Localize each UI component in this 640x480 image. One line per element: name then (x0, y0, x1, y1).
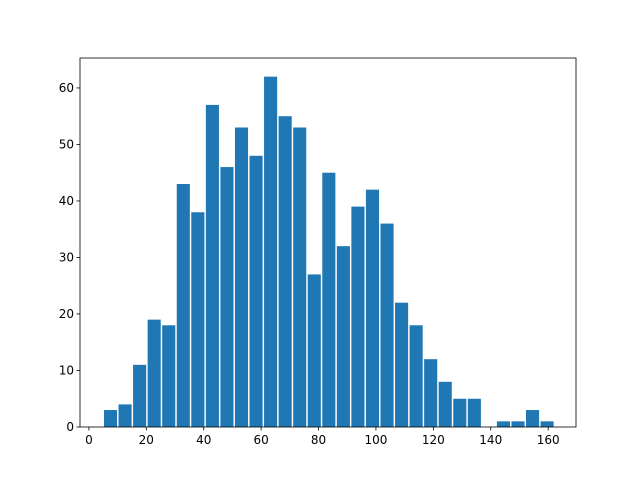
x-tick-label: 100 (364, 433, 387, 447)
y-tick-label: 50 (59, 137, 74, 151)
bar (162, 325, 176, 427)
y-tick-label: 60 (59, 81, 74, 95)
bar (220, 167, 234, 427)
axes-frame (79, 57, 577, 428)
bar (147, 319, 161, 427)
bar (293, 127, 307, 427)
bar (380, 223, 394, 427)
bar (424, 359, 438, 427)
bar (322, 172, 336, 427)
bar (365, 189, 380, 427)
y-tick-label: 30 (59, 250, 74, 264)
x-tick-label: 0 (85, 433, 93, 447)
bar (526, 410, 540, 427)
bar (467, 398, 481, 427)
bar (453, 398, 467, 427)
bar (205, 104, 219, 428)
bar (264, 76, 278, 428)
x-tick-label: 140 (479, 433, 502, 447)
bar (496, 421, 511, 427)
bar (103, 410, 118, 427)
bar (176, 184, 190, 427)
x-tick-label: 120 (422, 433, 445, 447)
bar (395, 302, 409, 427)
y-tick-label: 20 (59, 307, 74, 321)
bar (249, 155, 263, 427)
x-tick-label: 40 (196, 433, 211, 447)
x-tick-label: 20 (139, 433, 154, 447)
y-tick-label: 0 (66, 420, 74, 434)
bar (234, 127, 249, 427)
y-tick-label: 40 (59, 194, 74, 208)
bar (278, 116, 292, 427)
bar (336, 246, 350, 427)
bar (118, 404, 132, 427)
y-tick-label: 10 (59, 363, 74, 377)
bar (409, 325, 423, 427)
bar (191, 212, 205, 427)
bar (133, 364, 147, 427)
bar (438, 381, 452, 427)
bar (351, 206, 365, 427)
x-tick-label: 60 (253, 433, 268, 447)
bar (307, 274, 321, 427)
bar (540, 421, 554, 427)
x-tick-label: 80 (311, 433, 326, 447)
bar (511, 421, 525, 427)
x-tick-label: 160 (537, 433, 560, 447)
